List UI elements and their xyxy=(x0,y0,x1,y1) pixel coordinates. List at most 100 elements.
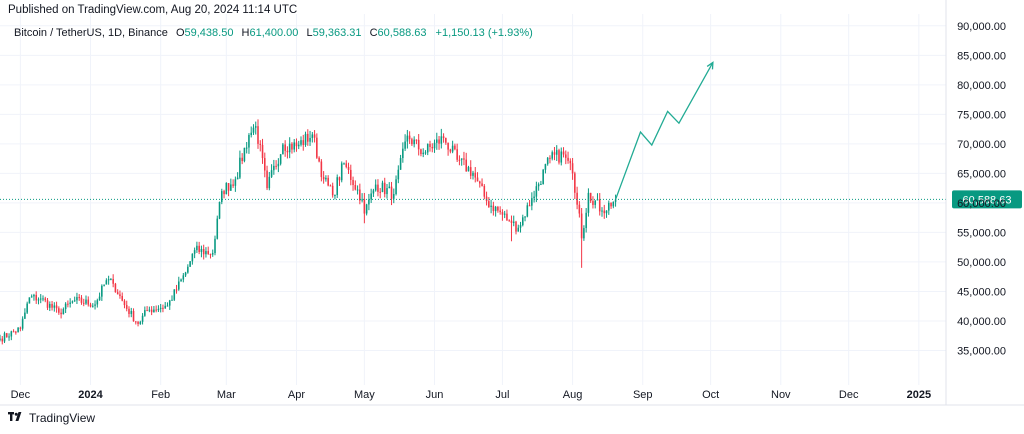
candle-body xyxy=(171,299,173,301)
candle-body xyxy=(48,304,51,308)
candle-body xyxy=(460,158,463,160)
candle-body xyxy=(17,327,19,333)
candle-body xyxy=(107,279,110,281)
candle-body xyxy=(207,251,210,254)
price-tick-label: 70,000.00 xyxy=(957,139,1006,151)
candle-body xyxy=(605,210,608,214)
candle-body xyxy=(309,137,311,142)
candle-body xyxy=(236,177,239,180)
candle-body xyxy=(51,304,53,308)
candle-body xyxy=(476,177,479,182)
candle-body xyxy=(87,299,90,305)
candle-body xyxy=(53,305,56,308)
candle-body xyxy=(225,183,228,195)
candle-body xyxy=(327,177,329,186)
candle-body xyxy=(576,192,578,205)
symbol-title[interactable]: Bitcoin / TetherUS, 1D, Binance xyxy=(14,27,168,39)
candle-body xyxy=(128,308,130,314)
candle-body xyxy=(417,139,420,150)
candles xyxy=(0,119,617,345)
candle-body xyxy=(24,312,26,319)
candle-body xyxy=(216,218,219,239)
candle-body xyxy=(388,186,391,189)
candle-body xyxy=(166,305,169,307)
price-tick-label: 75,000.00 xyxy=(957,109,1006,121)
candle-body xyxy=(110,278,112,280)
candle-body xyxy=(257,126,259,144)
candle-body xyxy=(277,163,280,167)
last-price-tag-label: 60,588.63 xyxy=(963,194,1012,206)
high-value: 61,400.00 xyxy=(249,27,299,39)
candle-body xyxy=(386,188,388,195)
candle-body xyxy=(291,143,293,150)
candle-body xyxy=(603,210,606,214)
time-axis[interactable]: Dec 2024 Feb Mar Apr May Jun Jul Aug Sep Oct Nov Dec… xyxy=(11,389,931,401)
candle-body xyxy=(159,307,162,309)
candle-body xyxy=(132,311,135,322)
candle-body xyxy=(119,294,121,296)
time-tick-label: Dec xyxy=(11,389,31,401)
tradingview-footer[interactable]: TradingView xyxy=(8,411,95,425)
candle-body xyxy=(245,147,248,149)
candle-body xyxy=(571,163,574,174)
candle-body xyxy=(155,309,157,311)
candle-body xyxy=(12,331,15,333)
projection-arrowhead xyxy=(706,61,714,70)
candle-body xyxy=(445,137,447,143)
candle-body xyxy=(485,196,488,202)
candle-body xyxy=(279,154,282,164)
candle-body xyxy=(442,136,445,138)
candle-body xyxy=(284,144,286,151)
price-axis[interactable]: 35,000.00 40,000.00 45,000.00 50,000.00 55,0… xyxy=(0,0,1024,406)
candle-body xyxy=(451,145,454,152)
candle-body xyxy=(98,296,101,301)
price-tick-label: 45,000.00 xyxy=(957,286,1006,298)
candle-body xyxy=(270,170,273,177)
candle-body xyxy=(80,297,83,303)
candle-body xyxy=(21,318,24,329)
candle-body xyxy=(564,154,567,158)
candle-body xyxy=(125,305,128,309)
candle-body xyxy=(150,309,153,313)
candle-body xyxy=(429,143,431,147)
candle-body xyxy=(533,196,535,199)
candle-body xyxy=(184,272,187,276)
candle-body xyxy=(200,249,203,252)
candle-body xyxy=(526,205,529,217)
candle-body xyxy=(413,139,415,145)
candle-body xyxy=(406,135,409,142)
candle-body xyxy=(329,185,332,187)
candle-body xyxy=(209,253,212,255)
candle-body xyxy=(420,149,422,155)
candle-body xyxy=(338,177,341,181)
candle-body xyxy=(304,133,307,145)
candle-body xyxy=(10,331,13,337)
candle-body xyxy=(549,157,551,159)
candle-body xyxy=(189,261,191,267)
candle-body xyxy=(282,144,284,155)
change-value: +1,150.13 (+1.93%) xyxy=(435,27,533,39)
last-price-tag[interactable] xyxy=(952,190,1022,209)
candle-body xyxy=(261,144,264,159)
candle-body xyxy=(524,216,526,218)
candle-body xyxy=(218,201,221,219)
candle-body xyxy=(259,143,262,145)
candle-body xyxy=(67,303,69,305)
candle-body xyxy=(230,184,232,191)
open-label: O xyxy=(175,27,185,39)
candle-body xyxy=(488,201,490,207)
candle-body xyxy=(37,299,40,301)
candle-body xyxy=(243,147,246,162)
candle-body xyxy=(273,165,275,171)
candle-body xyxy=(558,150,560,163)
candle-body xyxy=(214,238,216,254)
candle-body xyxy=(60,312,62,315)
candle-body xyxy=(422,152,425,155)
projection-line xyxy=(614,61,714,200)
high-label: H xyxy=(241,27,250,39)
candle-body xyxy=(162,307,164,309)
candle-body xyxy=(463,158,465,160)
candle-body xyxy=(535,186,538,197)
candle-body xyxy=(356,189,359,191)
